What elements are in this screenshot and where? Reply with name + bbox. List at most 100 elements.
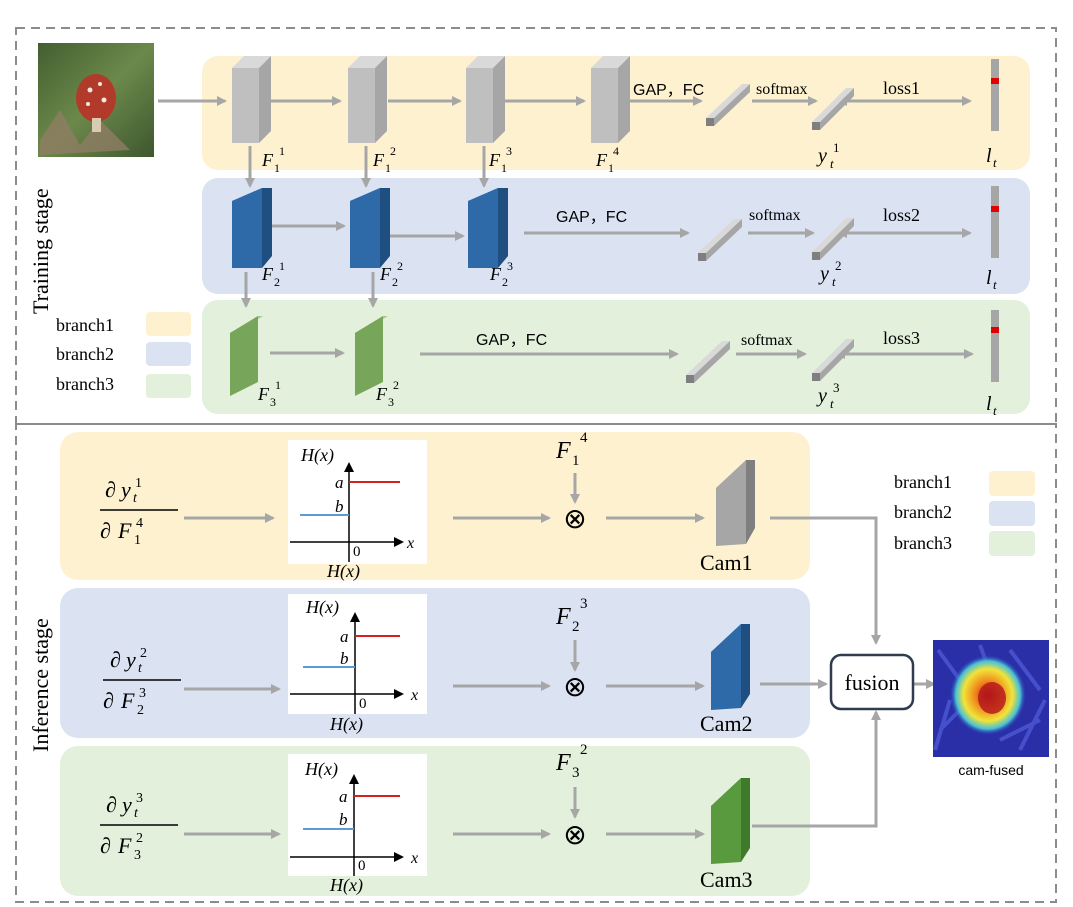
softmax-vector-1 — [812, 88, 854, 130]
svg-text:2: 2 — [572, 619, 580, 635]
svg-text:t: t — [830, 396, 834, 411]
feature-block-f1-2 — [348, 56, 387, 143]
label-y1: y t1 — [816, 140, 840, 171]
svg-text:b: b — [340, 649, 349, 668]
svg-text:2: 2 — [397, 259, 403, 273]
fc-vector-1 — [706, 84, 750, 126]
svg-text:F: F — [555, 438, 571, 464]
svg-text:1: 1 — [608, 161, 614, 175]
svg-text:1: 1 — [275, 378, 281, 392]
svg-text:a: a — [339, 787, 348, 806]
svg-text:⊗: ⊗ — [563, 820, 586, 851]
inference-feature-labels: F 14 F 23 F 32 — [555, 430, 588, 781]
svg-text:t: t — [832, 274, 836, 289]
feature-block-f2-1 — [232, 188, 272, 268]
svg-text:2: 2 — [136, 831, 143, 846]
svg-text:t: t — [138, 661, 143, 676]
loss3-label: loss3 — [883, 328, 920, 348]
softmax-vector-3 — [812, 339, 854, 381]
svg-text:H(x): H(x) — [329, 875, 363, 896]
svg-text:1: 1 — [134, 533, 141, 548]
svg-text:y: y — [818, 263, 829, 285]
cam1-block — [716, 460, 755, 546]
cam2-block — [711, 624, 750, 710]
cam1-label: Cam1 — [700, 550, 753, 575]
training-frame — [15, 27, 1057, 425]
svg-text:l: l — [986, 267, 992, 289]
svg-text:2: 2 — [392, 275, 398, 289]
svg-text:3: 3 — [136, 791, 143, 806]
inference-branch2-band — [60, 588, 810, 738]
svg-text:1: 1 — [274, 161, 280, 175]
svg-text:1: 1 — [279, 259, 285, 273]
cam2-label: Cam2 — [700, 711, 753, 736]
op-gap-fc-1: GAP，FC — [633, 82, 704, 99]
loss2-label: loss2 — [883, 205, 920, 225]
cam3-label: Cam3 — [700, 867, 753, 892]
svg-text:∂: ∂ — [110, 647, 121, 672]
label-f1-4: F 1 4 — [595, 144, 619, 175]
op-gap-fc-3: GAP，FC — [476, 332, 547, 349]
svg-text:F: F — [372, 150, 385, 170]
inf-legend-branch1: branch1 — [894, 472, 952, 492]
inf-legend-branch2: branch2 — [894, 502, 952, 522]
fc-vector-3 — [686, 341, 730, 383]
svg-text:b: b — [339, 810, 348, 829]
branch2-band — [202, 178, 1030, 294]
legend-branch1: branch1 — [56, 315, 114, 335]
pooled-vectors — [686, 84, 854, 383]
svg-text:3: 3 — [388, 395, 394, 409]
op-softmax-2: softmax — [749, 207, 801, 224]
inf-legend-branch3: branch3 — [894, 533, 952, 553]
svg-text:F: F — [257, 384, 270, 404]
svg-text:F: F — [555, 750, 571, 776]
svg-text:3: 3 — [134, 848, 141, 863]
branch1-feature-blocks — [232, 56, 630, 143]
label-f2-2: F 2 2 — [379, 259, 403, 289]
svg-text:0: 0 — [358, 858, 366, 874]
feature-block-f2-3 — [468, 188, 508, 268]
svg-text:F: F — [117, 518, 132, 543]
svg-text:4: 4 — [136, 516, 143, 531]
svg-text:2: 2 — [835, 258, 842, 273]
svg-text:⊗: ⊗ — [563, 504, 586, 535]
step-plot-3: H(x) a b 0 x H(x) — [288, 754, 427, 896]
inference-legend: branch1 branch2 branch3 — [894, 471, 1035, 556]
svg-text:∂: ∂ — [106, 792, 117, 817]
svg-text:t: t — [993, 277, 997, 292]
svg-text:∂: ∂ — [100, 518, 111, 543]
heatmap-icon — [933, 640, 1049, 757]
training-stage-label: Training stage — [28, 188, 53, 314]
svg-text:H(x): H(x) — [305, 597, 339, 618]
svg-text:y: y — [816, 145, 827, 167]
grad-frac-1: ∂ y t 1 ∂ F 1 4 — [100, 476, 178, 548]
svg-text:2: 2 — [140, 646, 147, 661]
svg-text:y: y — [120, 792, 132, 817]
feature-block-f1-3 — [466, 56, 505, 143]
svg-text:1: 1 — [501, 161, 507, 175]
grad-frac-2: ∂ y t 2 ∂ F 2 3 — [103, 646, 181, 718]
svg-text:F: F — [489, 264, 502, 284]
step-plot-2: H(x) a b 0 x H(x) — [288, 594, 427, 735]
svg-text:2: 2 — [137, 703, 144, 718]
label-y2: y t2 — [818, 258, 842, 289]
svg-text:F: F — [375, 384, 388, 404]
label-f3-1: F 3 1 — [257, 378, 281, 409]
inference-branch3-band — [60, 746, 810, 896]
op-softmax-3: softmax — [741, 332, 793, 349]
label-y3: y t3 — [816, 380, 840, 411]
training-arrows — [158, 96, 974, 359]
inference-arrows — [184, 473, 936, 839]
svg-text:4: 4 — [580, 430, 588, 446]
svg-text:2: 2 — [502, 275, 508, 289]
inference-stage-label: Inference stage — [28, 618, 53, 752]
feature-block-f1-1 — [232, 56, 271, 143]
svg-text:x: x — [406, 535, 414, 552]
svg-text:1: 1 — [833, 140, 840, 155]
svg-text:F: F — [555, 604, 571, 630]
svg-text:F: F — [595, 150, 608, 170]
training-legend: branch1 branch2 branch3 — [56, 312, 191, 398]
